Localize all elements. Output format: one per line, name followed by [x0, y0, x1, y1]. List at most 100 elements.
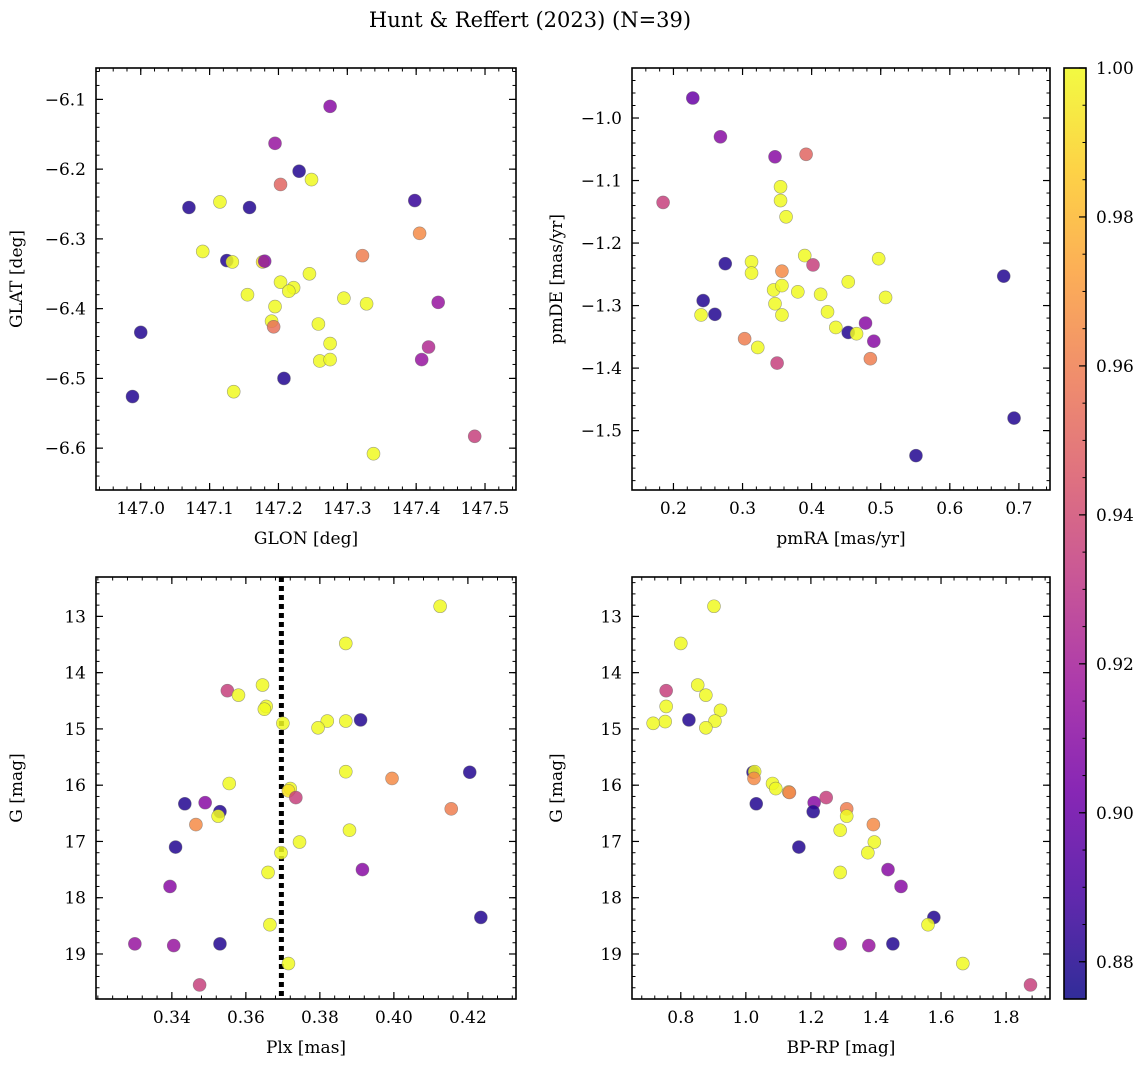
data-point: [281, 284, 296, 299]
y-tick-label: −1.4: [581, 359, 622, 379]
data-point: [806, 258, 820, 272]
data-point: [355, 248, 370, 263]
x-tick-label: 1.8: [993, 1008, 1020, 1028]
data-point: [775, 308, 789, 322]
data-point: [355, 862, 370, 877]
data-point: [708, 714, 722, 728]
data-point: [213, 195, 227, 209]
data-point: [863, 351, 878, 366]
x-tick-label: 147.0: [116, 499, 165, 519]
y-axis-label: pmDE [mas/yr]: [547, 214, 567, 344]
data-point: [337, 291, 351, 305]
data-point: [792, 840, 806, 854]
y-tick-label: −1.0: [581, 109, 622, 129]
data-point: [277, 371, 291, 386]
data-point: [646, 716, 660, 731]
data-point: [178, 796, 192, 811]
data-point: [289, 790, 303, 805]
data-point: [1007, 411, 1021, 425]
data-point: [813, 287, 828, 302]
data-point: [708, 307, 722, 322]
data-point: [768, 781, 783, 796]
y-tick-label: −1.2: [581, 234, 622, 254]
data-point: [225, 255, 240, 269]
plot-frame: [95, 576, 517, 1000]
data-point: [125, 389, 140, 404]
x-tick-label: 147.5: [461, 499, 510, 519]
colorbar-tick-label: 0.90: [1096, 804, 1134, 824]
data-point: [385, 771, 399, 786]
data-point: [841, 275, 856, 289]
y-tick-label: 15: [600, 720, 622, 740]
data-point: [323, 336, 337, 351]
data-point: [833, 823, 847, 838]
y-tick-label: 16: [600, 776, 622, 796]
data-point: [909, 448, 923, 463]
data-point: [773, 193, 788, 208]
data-point: [257, 254, 272, 269]
data-point: [797, 248, 812, 263]
data-point: [311, 317, 326, 331]
x-tick-label: 147.3: [323, 499, 372, 519]
data-point: [886, 937, 900, 951]
data-point: [658, 714, 672, 729]
y-tick-label: 14: [64, 664, 86, 684]
data-point: [699, 688, 713, 702]
data-point: [263, 917, 277, 932]
data-point: [273, 177, 288, 192]
data-point: [257, 702, 272, 717]
data-point: [699, 720, 713, 735]
data-point: [444, 802, 459, 816]
data-point: [412, 226, 427, 241]
data-point: [133, 325, 148, 340]
data-layer: [125, 99, 482, 461]
data-point: [713, 129, 728, 144]
data-point: [682, 713, 696, 727]
data-point: [366, 446, 381, 461]
data-point: [806, 804, 820, 819]
x-tick-label: 0.5: [867, 499, 894, 519]
data-point: [226, 384, 241, 399]
y-tick-label: 15: [64, 720, 86, 740]
data-point: [659, 683, 673, 698]
data-point: [353, 713, 368, 727]
data-point: [304, 172, 319, 187]
x-tick-label: 1.6: [928, 1008, 955, 1028]
data-point: [255, 678, 270, 692]
x-tick-label: 147.1: [185, 499, 234, 519]
data-point: [750, 340, 765, 355]
data-point: [268, 299, 282, 314]
data-point: [231, 688, 246, 702]
colorbar: 0.88 0.90 0.92 0.94 0.96 0.98 1.00: [1063, 59, 1134, 1000]
data-point: [775, 278, 789, 293]
data-point: [323, 352, 337, 367]
y-tick-label: −6.6: [45, 439, 86, 459]
y-tick-label: −6.5: [45, 369, 86, 389]
y-tick-label: 17: [600, 832, 622, 852]
data-point: [866, 817, 881, 832]
x-tick-label: 1.0: [732, 1008, 759, 1028]
data-point: [881, 862, 895, 877]
y-tick-label: −6.3: [45, 230, 86, 250]
data-point: [659, 699, 673, 714]
data-point: [1023, 978, 1038, 992]
y-axis-label: G [mag]: [7, 753, 27, 822]
colorbar-tick-label: 0.88: [1096, 953, 1134, 973]
data-point: [338, 714, 353, 728]
data-point: [775, 264, 789, 278]
data-point: [323, 99, 337, 114]
data-point: [168, 840, 183, 854]
x-tick-label: 0.4: [798, 499, 825, 519]
data-point: [694, 308, 708, 322]
data-point: [433, 599, 447, 614]
colorbar-tick-label: 0.96: [1096, 357, 1134, 377]
data-point: [407, 193, 422, 208]
panel-cmd: 0.8 1.0 1.2 1.4 1.6 1.8 13 14 15 16 17 18 19 BP-RP [m…: [547, 576, 1051, 1058]
data-point: [819, 790, 833, 805]
y-tick-label: 17: [64, 832, 86, 852]
data-point: [213, 937, 227, 951]
data-point: [718, 256, 733, 271]
data-point: [849, 326, 864, 341]
data-point: [240, 287, 255, 302]
data-point: [871, 251, 886, 266]
